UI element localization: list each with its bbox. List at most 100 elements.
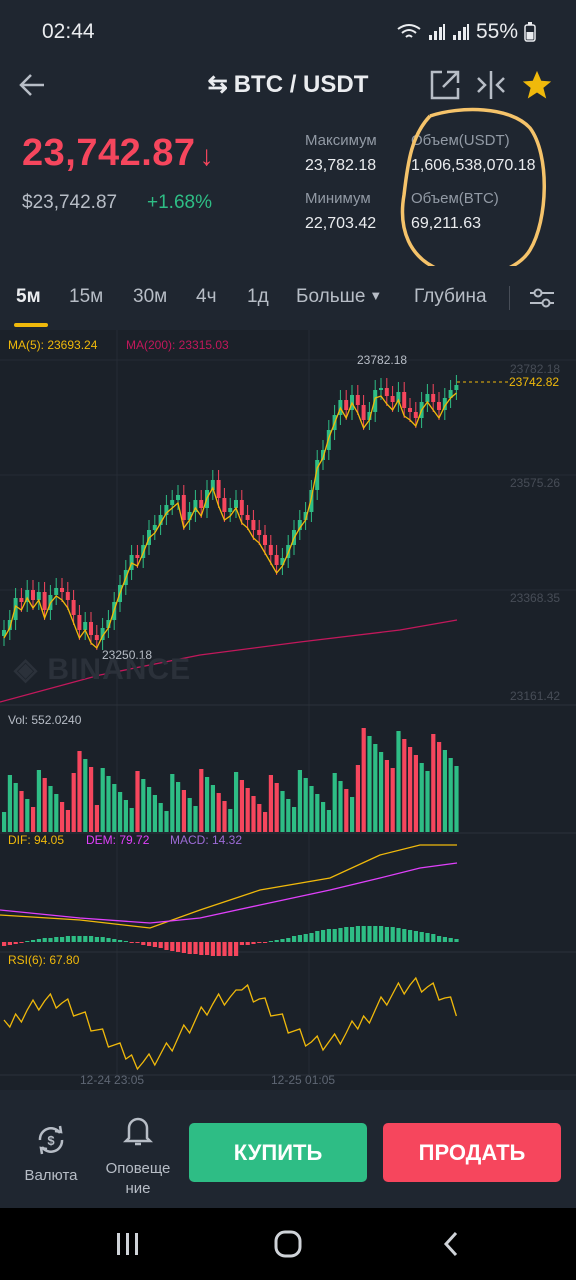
volume-bar xyxy=(123,800,128,832)
volume-bar xyxy=(408,747,413,832)
volume-bar xyxy=(326,810,331,832)
external-link-icon[interactable] xyxy=(428,68,462,102)
macd-bar xyxy=(2,942,7,946)
low-label: Минимум xyxy=(305,190,371,207)
macd-bar xyxy=(193,942,198,954)
volume-bar xyxy=(42,778,47,832)
alert-label: Оповеще ние xyxy=(100,1159,176,1199)
volume-bar xyxy=(2,812,7,832)
dem-label: DEM: 79.72 xyxy=(86,833,150,847)
macd-bar xyxy=(112,939,117,942)
macd-bar xyxy=(31,940,36,942)
time-label-1: 12-24 23:05 xyxy=(80,1073,145,1087)
binance-logo-icon: ◈ xyxy=(14,653,48,686)
back-arrow-icon[interactable] xyxy=(16,68,50,102)
recent-apps-icon[interactable] xyxy=(114,1230,142,1258)
candle-body xyxy=(71,600,76,615)
macd-bar xyxy=(268,941,273,942)
volume-bar xyxy=(19,791,24,832)
ma200-line xyxy=(0,619,458,703)
macd-bar xyxy=(60,937,65,942)
pair-title[interactable]: ⇆ BTC / USDT xyxy=(0,70,576,99)
volume-bar xyxy=(89,767,94,832)
sell-button[interactable]: ПРОДАТЬ xyxy=(383,1123,561,1182)
volume-bar xyxy=(112,784,117,832)
active-tab-indicator xyxy=(14,323,48,327)
signal-icon-2 xyxy=(452,24,469,40)
candle-body xyxy=(454,385,459,390)
candle-body xyxy=(437,402,441,410)
volume-bar xyxy=(425,771,430,832)
volume-bar xyxy=(268,775,273,832)
volume-bar xyxy=(147,787,152,832)
tab-4h[interactable]: 4ч xyxy=(196,286,217,307)
volume-bar xyxy=(442,750,447,832)
volume-bar xyxy=(135,771,140,832)
volume-bar xyxy=(210,785,215,832)
volume-bar xyxy=(309,786,314,832)
volume-bar xyxy=(257,804,262,832)
volume-bar xyxy=(100,768,105,832)
volume-bar xyxy=(48,786,53,832)
volume-bar xyxy=(315,794,320,832)
settings-sliders-icon[interactable] xyxy=(527,284,557,312)
macd-bar xyxy=(147,942,152,946)
macd-bar xyxy=(187,942,192,954)
macd-bar xyxy=(222,942,227,956)
ma200-label: MA(200): 23315.03 xyxy=(126,338,229,352)
svg-text:$: $ xyxy=(47,1133,55,1148)
candle-body xyxy=(344,400,349,410)
candle-body xyxy=(390,396,395,402)
macd-bar xyxy=(263,942,268,943)
candle-body xyxy=(274,555,279,565)
tab-30m[interactable]: 30м xyxy=(133,286,168,307)
volume-bar xyxy=(164,811,169,832)
chart-area[interactable] xyxy=(0,330,576,1090)
candle-body xyxy=(396,392,401,402)
macd-bar xyxy=(379,926,384,942)
tab-15m[interactable]: 15м xyxy=(69,286,104,307)
tab-5m[interactable]: 5м xyxy=(16,286,41,307)
high-value: 23,782.18 xyxy=(305,157,377,174)
swap-icon: ⇆ xyxy=(207,71,228,98)
macd-bar xyxy=(280,939,285,942)
macd-bar xyxy=(425,933,430,942)
status-time: 02:44 xyxy=(42,20,95,43)
tab-1d[interactable]: 1д xyxy=(247,286,269,307)
compare-icon[interactable] xyxy=(474,68,508,102)
axis-label-3: 23368.35 xyxy=(510,591,561,605)
candle-body xyxy=(176,495,180,500)
candle-body xyxy=(280,558,285,565)
currency-button[interactable]: $ Валюта xyxy=(22,1122,80,1184)
macd-bar xyxy=(419,932,424,942)
volume-bar xyxy=(60,802,65,832)
buy-button[interactable]: КУПИТЬ xyxy=(189,1123,367,1182)
time-label-2: 12-25 01:05 xyxy=(271,1073,336,1087)
macd-bar xyxy=(350,927,355,942)
highlight-circle xyxy=(400,107,546,278)
volume-bar xyxy=(94,805,99,832)
macd-bar xyxy=(286,938,291,942)
volume-bar xyxy=(384,760,389,832)
battery-icon xyxy=(524,22,536,42)
back-nav-icon[interactable] xyxy=(438,1230,466,1258)
candle-body xyxy=(164,505,169,515)
tab-more-label: Больше xyxy=(296,286,366,307)
macd-bar xyxy=(396,928,401,942)
macd-bar xyxy=(54,937,59,942)
volume-bar xyxy=(234,772,239,832)
volume-bar xyxy=(454,766,459,832)
ma5-line xyxy=(3,392,457,650)
candlestick-chart[interactable] xyxy=(0,330,576,1090)
tab-more[interactable]: Больше ▼ xyxy=(296,286,382,308)
candle-body xyxy=(425,394,430,402)
candle-body xyxy=(442,398,447,410)
tab-depth[interactable]: Глубина xyxy=(414,286,487,307)
alert-button[interactable]: Оповеще ние xyxy=(100,1112,176,1199)
dif-line xyxy=(0,844,457,929)
candle-body xyxy=(25,590,30,602)
star-favorite-icon[interactable] xyxy=(520,68,554,102)
home-icon[interactable] xyxy=(273,1229,303,1259)
macd-bar xyxy=(361,926,366,942)
volume-bar xyxy=(367,736,372,832)
